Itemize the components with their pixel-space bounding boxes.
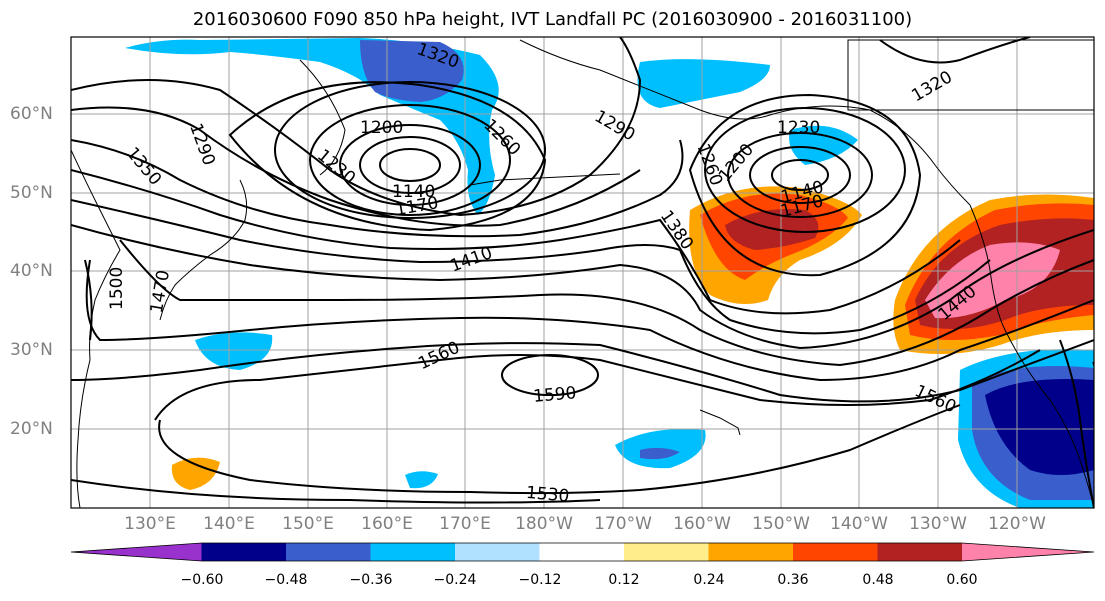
colorbar-tick-label: −0.60 [180, 572, 224, 588]
negative-field-west-30n [195, 332, 273, 370]
land-box-north [847, 39, 1094, 111]
lon-label: 120°W [988, 514, 1046, 534]
colorbar-segment [539, 543, 624, 561]
colorbar-segment [370, 543, 455, 561]
contour-label: 1320 [908, 67, 955, 106]
negative-field-north-pacific-core [360, 40, 464, 102]
colorbar-segment [624, 543, 709, 561]
colorbar-tick-label: −0.36 [349, 572, 393, 588]
negative-field-small [405, 471, 438, 489]
colorbar-tick-label: 0.36 [777, 572, 809, 588]
coast-alaska [519, 39, 971, 206]
contour-label: 1530 [525, 483, 570, 507]
contour-1320-west [71, 106, 641, 227]
contour-1410 [71, 199, 991, 335]
coast-hawaii [699, 409, 741, 436]
contour-label: 1140 [392, 182, 435, 202]
contour-label: 1290 [185, 121, 219, 168]
contour-1560 [154, 349, 1041, 421]
height-contours [71, 37, 1094, 508]
lat-label: 20°N [10, 419, 53, 439]
colorbar-segment [71, 543, 202, 561]
contour-label: 1200 [715, 140, 758, 186]
negative-field-west-coast-core [985, 379, 1094, 475]
coast-kamchatka [299, 59, 346, 176]
lon-label: 170°E [439, 514, 491, 534]
contour-label: 1200 [360, 118, 403, 138]
contour-1500-east [1059, 339, 1094, 508]
low-west-contour-2 [359, 136, 461, 194]
contour-1350 [71, 139, 684, 238]
negative-field-gulf-2 [789, 125, 858, 165]
low-west-contour-5 [274, 81, 546, 219]
colorbar-segment [962, 543, 1094, 561]
colorbar-tick-label: −0.12 [518, 572, 562, 588]
lat-label: 50°N [10, 183, 53, 203]
low-east-contour-3 [727, 132, 873, 218]
colorbar-segment [793, 543, 878, 561]
low-east-contour-1 [771, 159, 829, 191]
contour-label: 1560 [911, 381, 959, 417]
contour-1380 [71, 169, 961, 315]
colorbar-tick-label: 0.12 [608, 572, 640, 588]
lon-label: 150°W [752, 514, 810, 534]
contour-label: 1350 [122, 144, 165, 190]
lon-label: 180°W [515, 514, 573, 534]
low-west-contour-6 [228, 81, 547, 232]
lat-label: 60°N [10, 104, 53, 124]
low-east-contour-2 [749, 146, 851, 204]
colorbar-tick-label: 0.24 [693, 572, 725, 588]
contour-label: 1230 [777, 118, 820, 138]
colorbar-segment [286, 543, 371, 561]
low-west-contour-4 [309, 104, 511, 216]
positive-field-south [171, 457, 220, 490]
lon-label: 150°E [282, 514, 334, 534]
contour-west-vertical-1 [84, 259, 93, 341]
contour-1590 [501, 354, 599, 396]
coast-asia [71, 149, 121, 508]
colorbar-tick-label: −0.48 [264, 572, 308, 588]
contour-1320-ne [879, 37, 1031, 64]
contour-1500 [85, 259, 1094, 382]
contour-1470 [119, 239, 1094, 367]
negative-field-hawaii-core [640, 447, 680, 460]
colorbar-segment [201, 543, 286, 561]
lon-label: 140°W [830, 514, 888, 534]
colorbar-outline [70, 542, 1095, 562]
colorbar-segment [455, 543, 540, 561]
lon-label: 130°E [124, 514, 176, 534]
colorbar-tick-label: −0.24 [433, 572, 477, 588]
lon-label: 160°E [361, 514, 413, 534]
negative-field-gulf [637, 59, 770, 108]
lat-label: 40°N [10, 261, 53, 281]
low-east-contour-4 [704, 107, 906, 233]
contour-1530-south [71, 479, 601, 504]
colorbar-tick-label: 0.48 [862, 572, 894, 588]
colorbar-segment [877, 543, 962, 561]
lon-label: 160°W [673, 514, 731, 534]
map-title: 2016030600 F090 850 hPa height, IVT Land… [192, 9, 913, 30]
contour-label: 1290 [591, 107, 638, 146]
lon-label: 140°E [203, 514, 255, 534]
contour-1560-south [158, 404, 961, 495]
contour-label: 1560 [415, 338, 463, 374]
low-east-contour-5 [688, 93, 922, 277]
contour-label: 1230 [313, 146, 359, 189]
coastlines [71, 39, 1094, 508]
plot-frame [70, 36, 1095, 509]
lon-label: 170°W [594, 514, 652, 534]
low-west-contour-1 [379, 148, 441, 182]
colorbar-segment [708, 543, 793, 561]
colorbar [70, 542, 1095, 562]
colorbar-tick-label: 0.60 [946, 572, 978, 588]
contour-1290-west [71, 37, 642, 217]
coast-na-west [969, 204, 1094, 508]
lon-label: 130°W [909, 514, 967, 534]
contour-label: 1590 [532, 383, 577, 407]
lat-label: 30°N [10, 340, 53, 360]
positive-field-east-core [925, 242, 1060, 319]
contour-1440 [71, 224, 1094, 350]
contour-label: 1500 [107, 267, 127, 310]
